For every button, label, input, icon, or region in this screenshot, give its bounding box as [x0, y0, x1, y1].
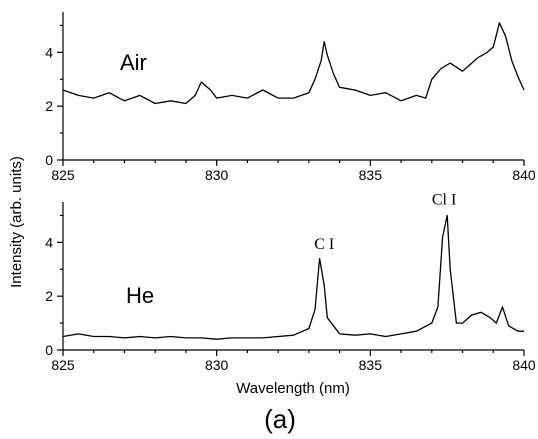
peak-annotation: Cl I: [432, 192, 456, 209]
x-axis-label: Wavelength (nm): [236, 380, 350, 397]
x-tick-label: 830: [205, 167, 229, 183]
x-tick-label: 825: [51, 167, 75, 183]
y-tick-label: 2: [45, 98, 53, 114]
x-tick-label: 835: [359, 167, 383, 183]
spectrum-line: [62, 22, 525, 105]
y-tick-label: 4: [45, 44, 53, 60]
figure-caption: (a): [264, 404, 296, 434]
x-tick-label: 840: [512, 167, 536, 183]
panel-label: Air: [120, 50, 147, 75]
he-panel: 825 830 835 840 0 2 4 He C I Cl I: [45, 192, 536, 373]
x-tick-label: 840: [512, 357, 536, 373]
x-tick-label: 825: [51, 357, 75, 373]
y-tick-label: 4: [45, 234, 53, 250]
air-panel: 825 830 835 840 0 2 4 Air: [45, 12, 536, 183]
y-tick-label: 0: [45, 342, 53, 358]
x-tick-label: 830: [205, 357, 229, 373]
y-tick-label: 0: [45, 152, 53, 168]
x-tick-label: 835: [359, 357, 383, 373]
spectrum-line: [62, 214, 524, 340]
y-axis-label: Intensity (arb. units): [8, 156, 25, 288]
peak-annotation: C I: [314, 236, 334, 253]
panel-label: He: [126, 283, 154, 308]
y-tick-label: 2: [45, 288, 53, 304]
